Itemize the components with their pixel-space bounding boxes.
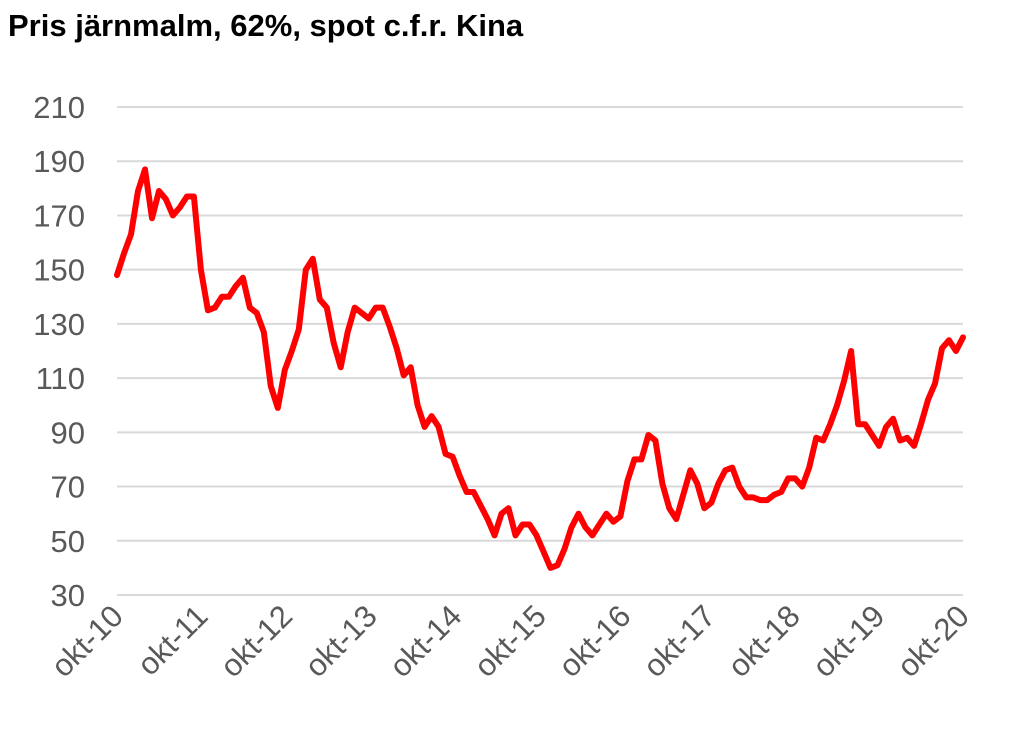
y-tick-label: 210	[33, 90, 85, 125]
x-axis-tick-labels: okt-10 okt-11okt-12okt-13okt-14okt-15okt-…	[44, 598, 976, 684]
chart-title: Pris järnmalm, 62%, spot c.f.r. Kina	[8, 8, 524, 43]
x-tick-label: okt-11	[131, 598, 215, 682]
x-tick-label: okt-13	[298, 598, 384, 684]
y-tick-label: 30	[51, 578, 85, 613]
x-tick-label: okt-17	[636, 598, 722, 684]
x-tick-label: okt-12	[213, 598, 299, 684]
y-tick-label: 170	[33, 198, 85, 233]
y-axis-tick-labels: 30 50 70 90 110 130 150 170 190 210	[33, 90, 85, 613]
price-line	[114, 166, 966, 571]
x-tick-label: okt-16	[552, 598, 638, 684]
x-tick-label: okt-20	[890, 598, 976, 684]
y-tick-label: 130	[33, 307, 85, 342]
y-tick-label: 90	[51, 415, 85, 450]
y-tick-label: 70	[51, 470, 85, 505]
x-tick-label: okt-14	[383, 598, 469, 684]
series-lines	[114, 166, 966, 571]
x-tick-label: okt-19	[806, 598, 892, 684]
x-tick-label: okt-15	[467, 598, 553, 684]
y-tick-label: 50	[51, 524, 85, 559]
y-tick-label: 190	[33, 144, 85, 179]
gridlines	[117, 106, 963, 596]
y-tick-label: 110	[36, 361, 85, 396]
x-tick-label: okt-18	[721, 598, 807, 684]
y-tick-label: 150	[33, 253, 85, 288]
